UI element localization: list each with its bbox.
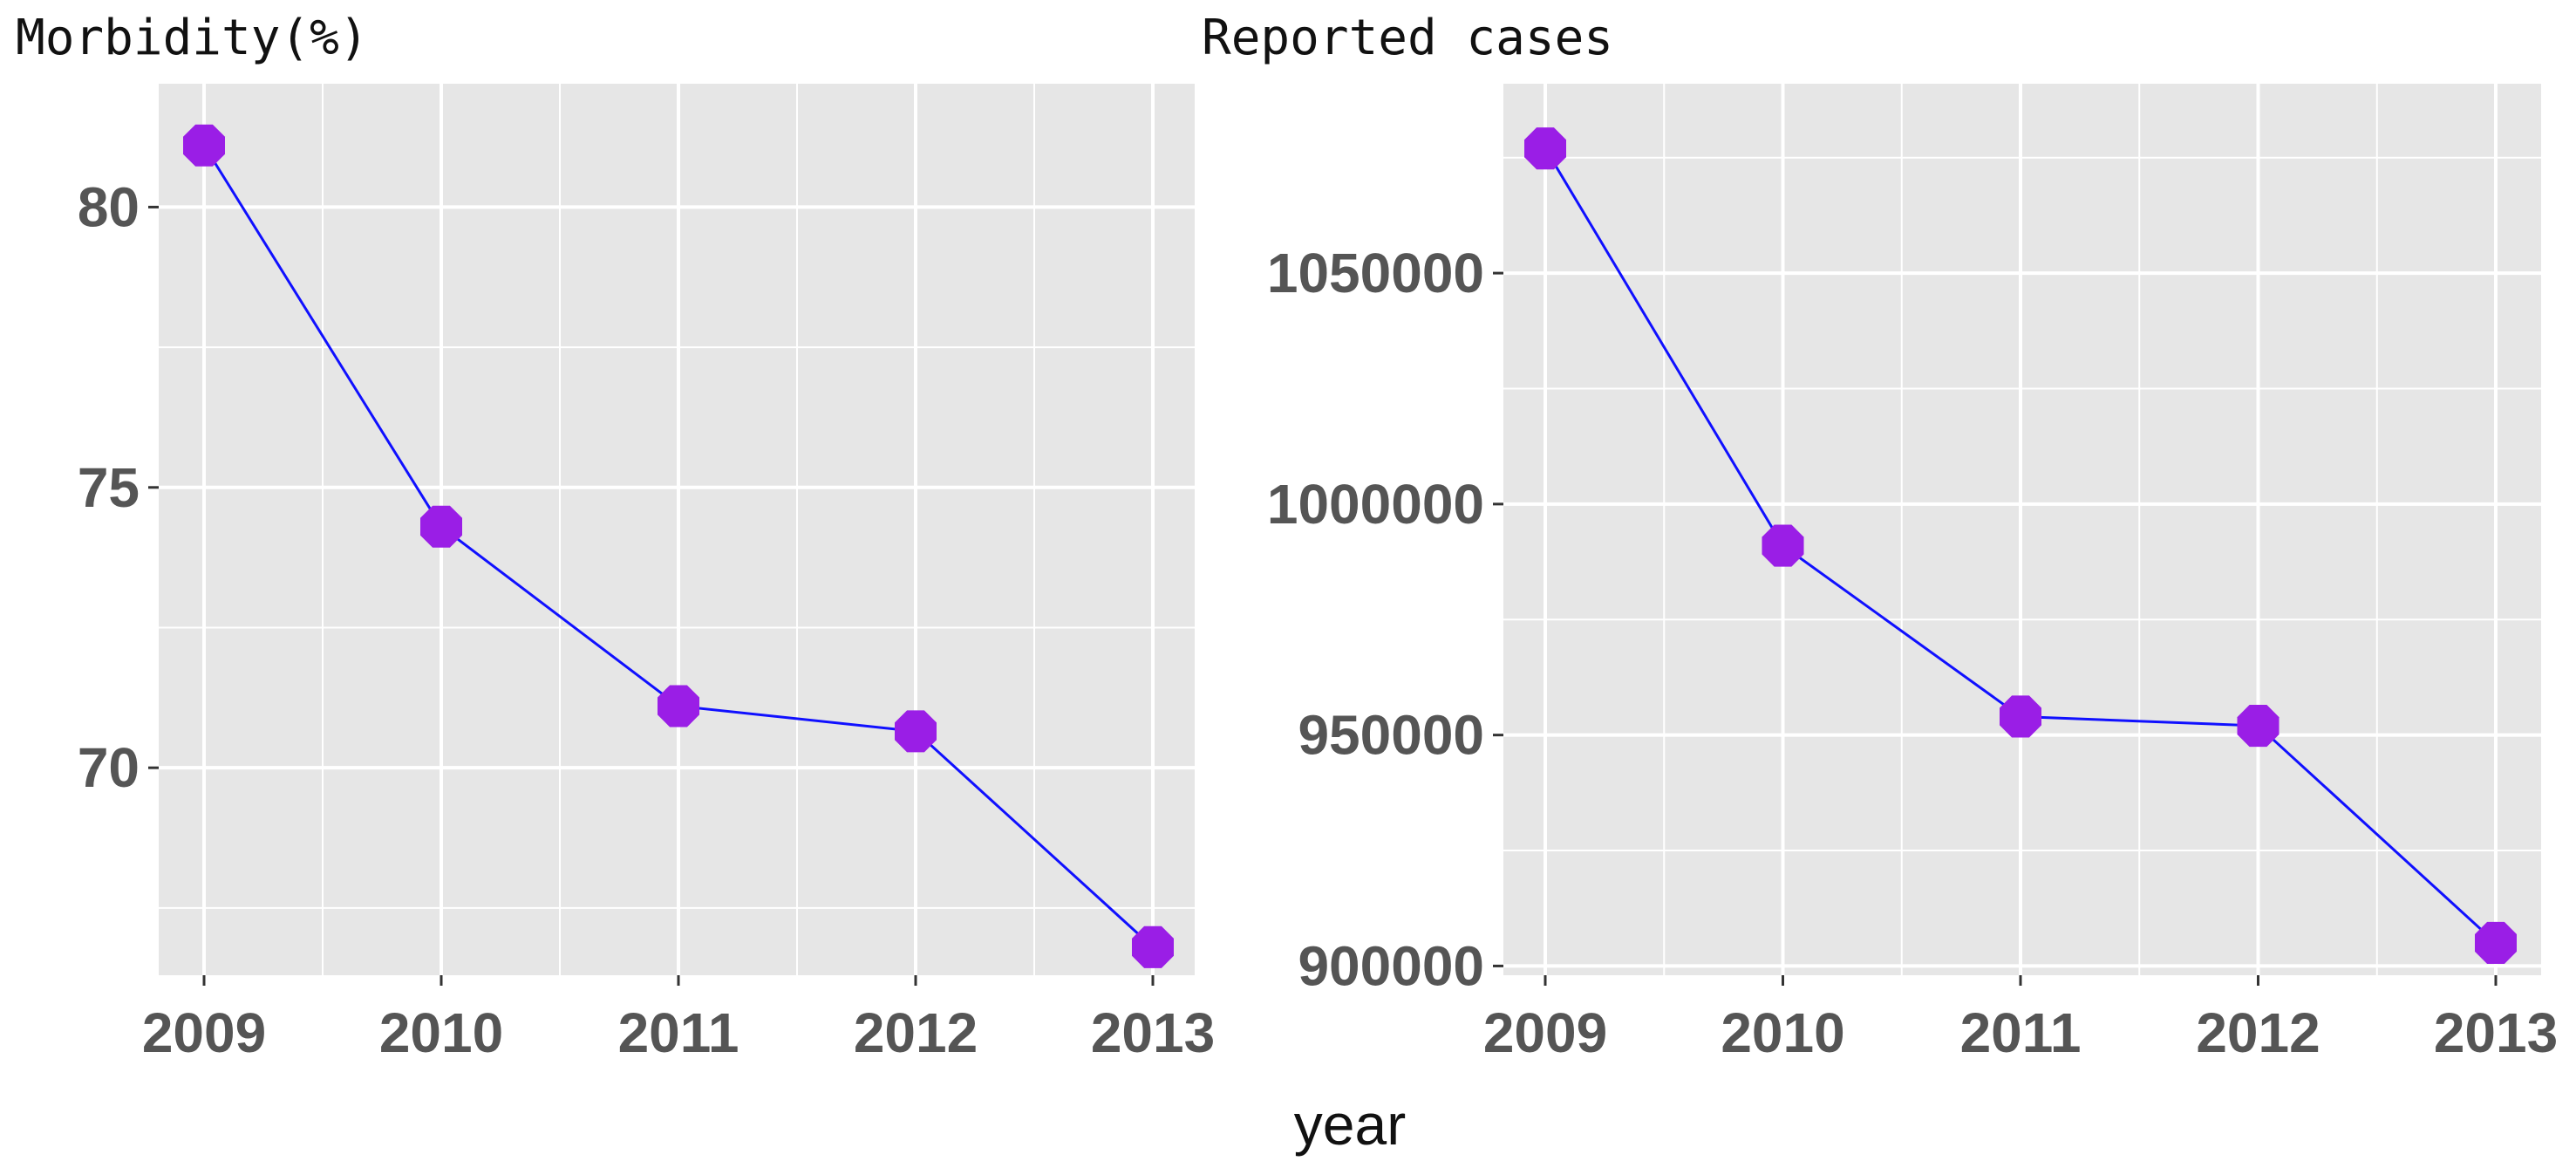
reported-cases-x-tick-label: 2013 <box>2434 1001 2558 1064</box>
reported-cases-y-tick-label: 1000000 <box>1267 473 1484 536</box>
reported-cases-data-point <box>2475 921 2517 964</box>
reported-cases-x-tick-label: 2011 <box>1960 1001 2082 1064</box>
reported-cases-x-tick-label: 2009 <box>1483 1001 1607 1064</box>
reported-cases-y-tick-label: 1050000 <box>1267 242 1484 304</box>
x-axis-label: year <box>1294 1092 1406 1157</box>
morbidity-data-point <box>1132 926 1174 968</box>
morbidity-y-tick-label: 70 <box>78 736 140 799</box>
reported-cases-data-point <box>1524 127 1566 170</box>
reported-cases-data-point <box>1762 524 1804 567</box>
reported-cases-y-tick-label: 900000 <box>1298 934 1484 997</box>
reported-cases-y-tick-label: 950000 <box>1298 704 1484 767</box>
morbidity-y-tick-label: 80 <box>78 175 140 238</box>
morbidity-x-tick-label: 2012 <box>854 1001 978 1064</box>
reported-cases-x-tick-label: 2012 <box>2196 1001 2320 1064</box>
reported-cases-data-point <box>2237 705 2280 748</box>
morbidity-data-point <box>658 685 699 727</box>
morbidity-chart-title: Morbidity(%) <box>16 10 369 66</box>
morbidity-y-tick-label: 75 <box>78 456 140 519</box>
reported-cases-x-tick-label: 2010 <box>1721 1001 1844 1064</box>
reported-cases-data-point <box>2000 695 2041 738</box>
morbidity-x-tick-label: 2010 <box>379 1001 503 1064</box>
reported-cases-chart-title: Reported cases <box>1202 10 1613 66</box>
morbidity-chart: Morbidity(%) 70 75 80 2009 2010 2011 2012 2013 <box>16 10 1215 1064</box>
morbidity-x-tick-label: 2011 <box>618 1001 739 1064</box>
reported-cases-chart: Reported cases 900000 950000 1000000 105000… <box>1202 10 2558 1064</box>
morbidity-x-tick-label: 2009 <box>142 1001 266 1064</box>
morbidity-data-point <box>183 124 225 167</box>
morbidity-x-tick-label: 2013 <box>1091 1001 1215 1064</box>
morbidity-data-point <box>895 710 937 753</box>
morbidity-data-point <box>420 505 462 548</box>
